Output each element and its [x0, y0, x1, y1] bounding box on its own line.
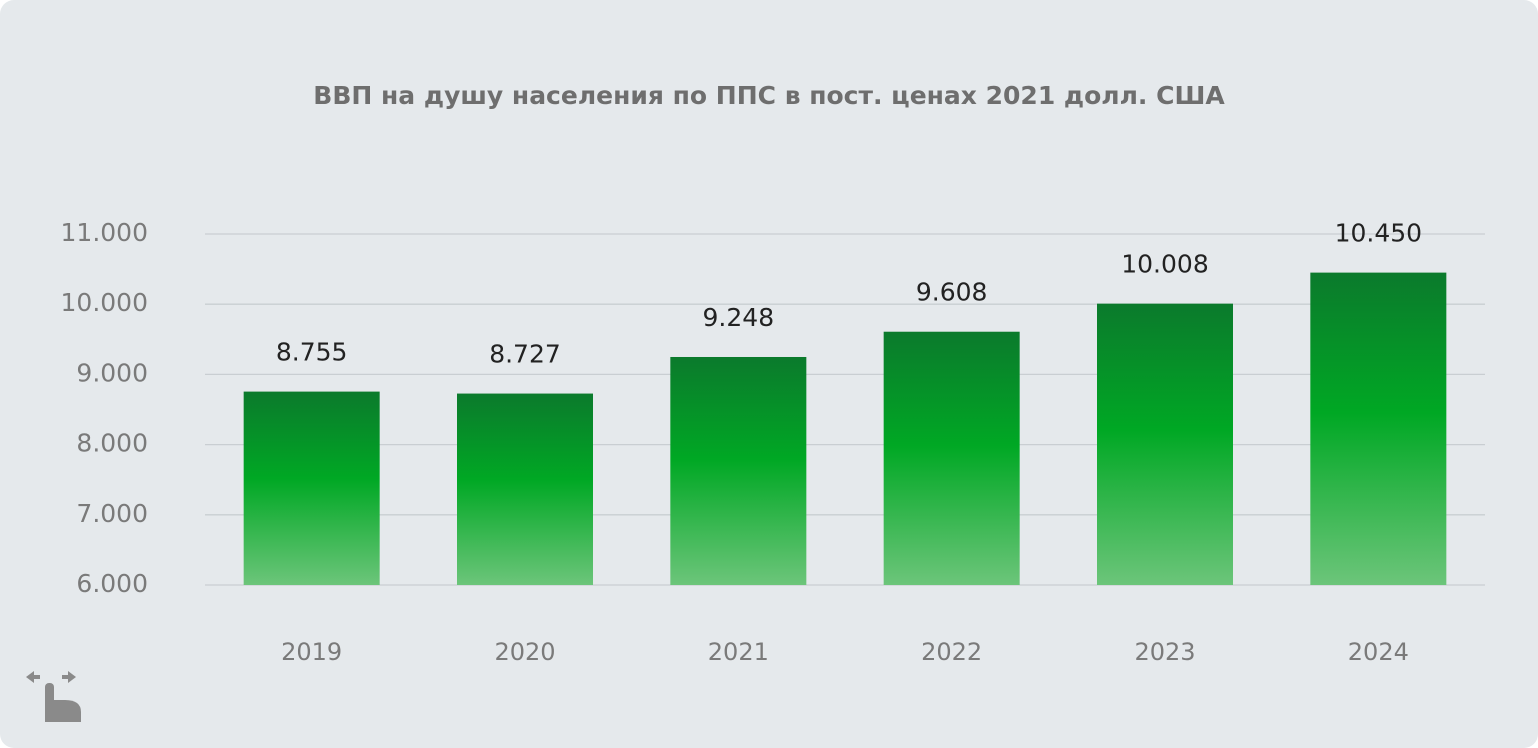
x-tick-label: 2019 [281, 638, 342, 666]
x-tick-label: 2022 [921, 638, 982, 666]
x-tick-label: 2024 [1348, 638, 1409, 666]
bar [243, 391, 380, 585]
y-tick-label: 11.000 [61, 218, 148, 247]
y-tick-label: 10.000 [61, 288, 148, 317]
x-tick-label: 2021 [708, 638, 769, 666]
value-label: 10.450 [1335, 219, 1422, 248]
y-tick-label: 8.000 [76, 429, 148, 458]
bar [1310, 272, 1447, 585]
y-tick-label: 9.000 [76, 358, 148, 387]
bar [1097, 303, 1233, 585]
bar [457, 393, 593, 585]
value-label: 8.727 [489, 340, 561, 369]
value-label: 10.008 [1121, 250, 1208, 279]
y-tick-label: 7.000 [76, 499, 148, 528]
y-tick-label: 6.000 [76, 569, 148, 598]
value-label: 8.755 [276, 338, 348, 367]
x-tick-label: 2023 [1134, 638, 1195, 666]
value-label: 9.248 [703, 303, 775, 332]
bar [670, 356, 807, 585]
x-tick-label: 2020 [494, 638, 555, 666]
chart-title: ВВП на душу населения по ППС в пост. цен… [313, 81, 1225, 110]
bar [883, 331, 1020, 585]
value-label: 9.608 [916, 278, 988, 307]
swipe-icon [26, 671, 81, 722]
